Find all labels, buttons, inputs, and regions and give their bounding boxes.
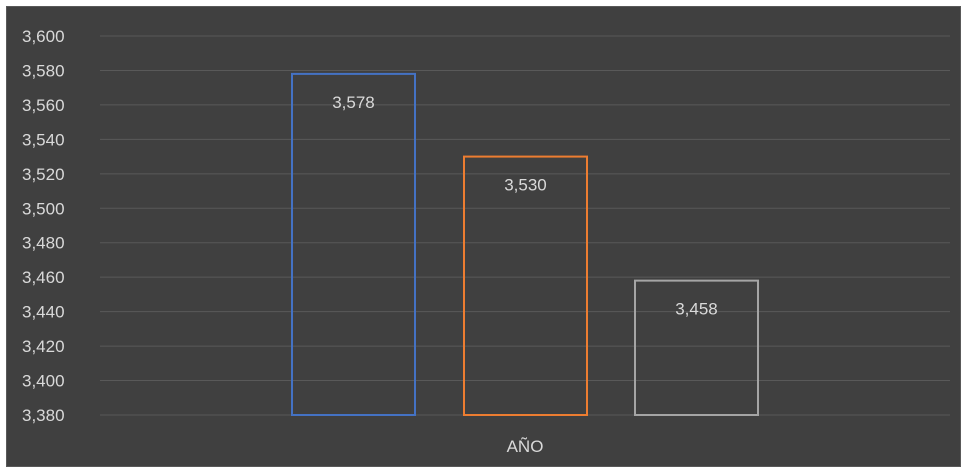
y-tick-label: 3,460 [22,268,65,287]
y-tick-label: 3,540 [22,130,65,149]
y-tick-label: 3,480 [22,234,65,253]
gridlines [100,35,950,416]
data-labels: 3,578 3,530 3,458 [332,93,718,319]
y-tick-label: 3,400 [22,372,65,391]
x-category-label: AÑO [507,437,544,456]
bar [463,155,588,416]
y-tick-label: 3,500 [22,199,65,218]
chart-area [6,6,961,467]
y-tick-label: 3,520 [22,165,65,184]
bar [291,72,416,417]
y-tick-label: 3,420 [22,337,65,356]
y-tick-label: 3,440 [22,303,65,322]
bar-value-label: 3,530 [504,176,547,195]
y-tick-label: 3,560 [22,96,65,115]
bar-value-label: 3,578 [332,93,375,112]
y-tick-label: 3,580 [22,61,65,80]
y-axis-ticks: 3,380 3,400 3,420 3,440 3,460 3,480 3,500 3,520… [22,27,65,425]
bar-value-label: 3,458 [675,300,718,319]
bar [634,279,759,416]
y-tick-label: 3,600 [22,27,65,46]
y-tick-label: 3,380 [22,406,65,425]
bars [291,72,759,417]
